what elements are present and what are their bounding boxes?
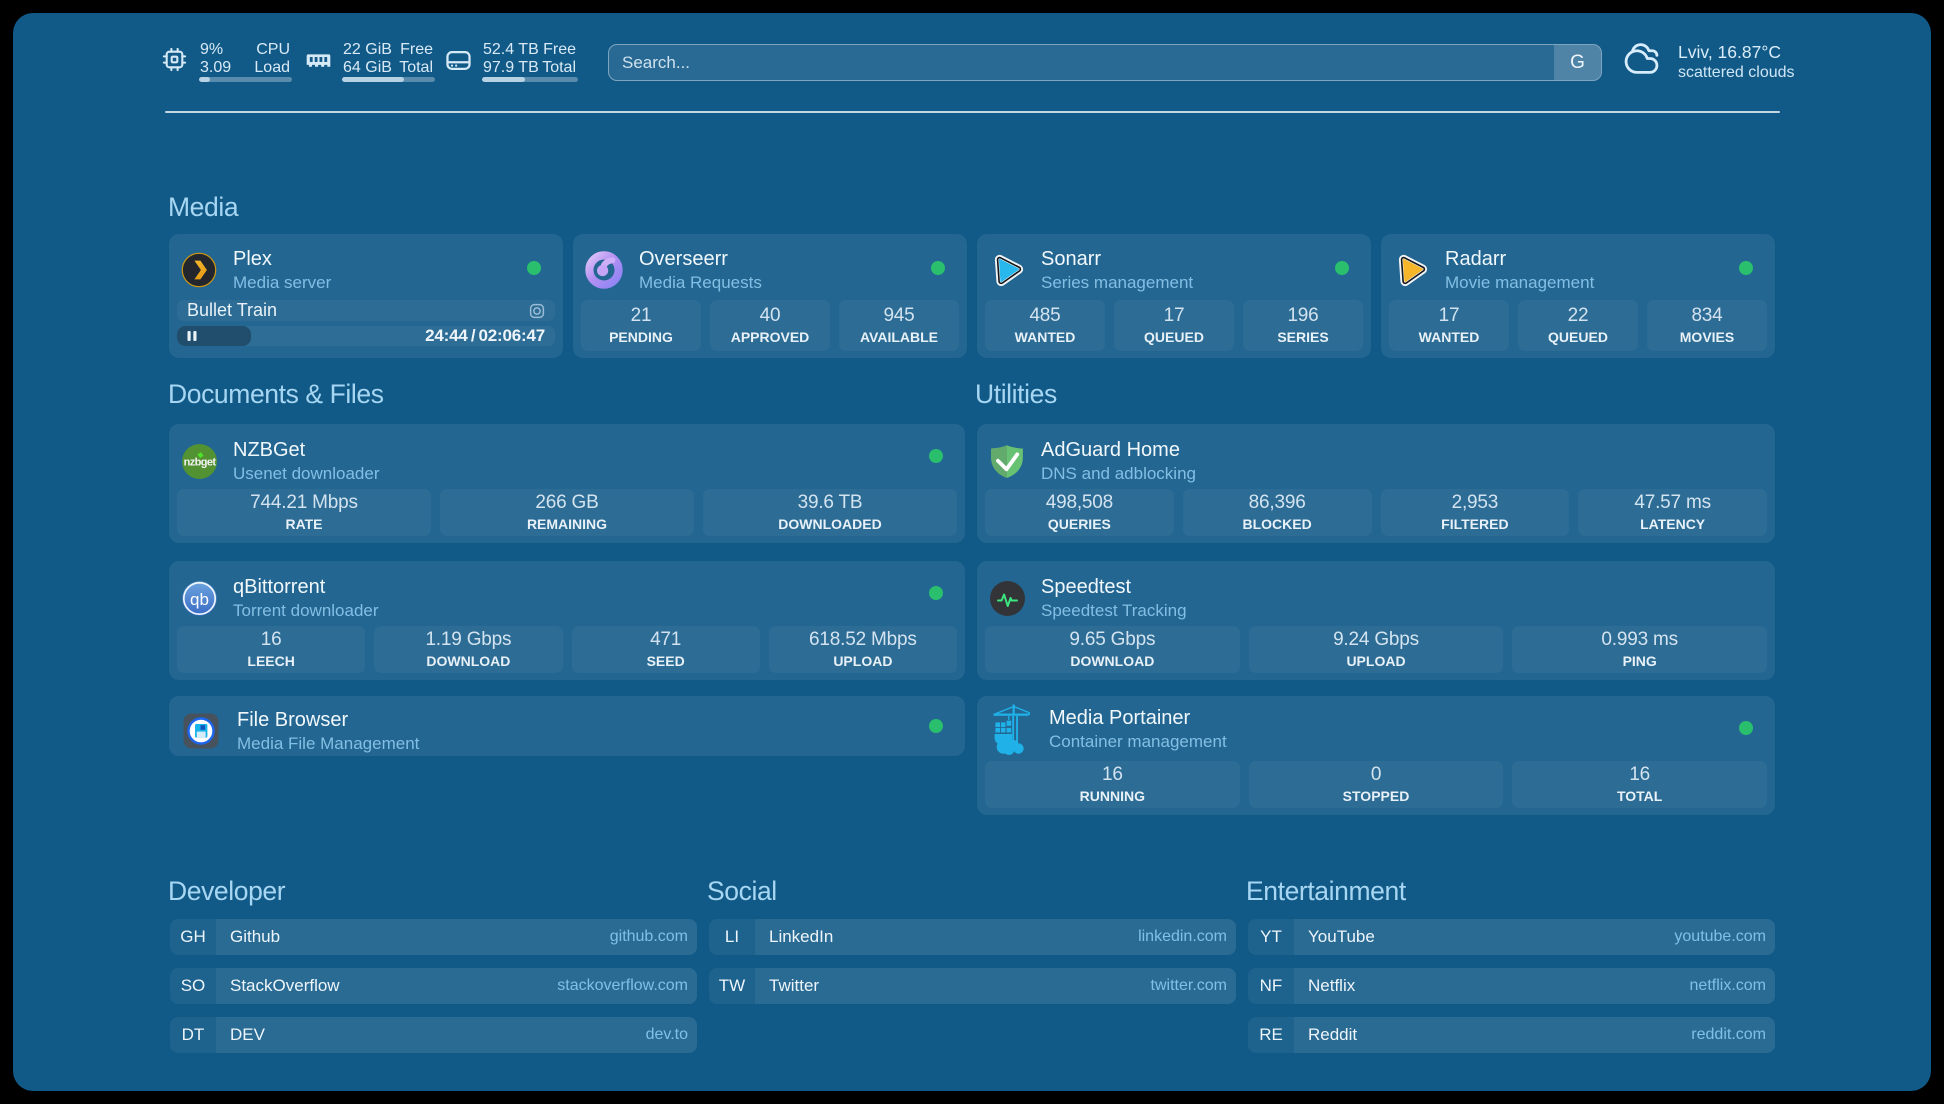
svg-text:qb: qb xyxy=(190,590,209,609)
svg-text:nzbget: nzbget xyxy=(183,456,216,468)
